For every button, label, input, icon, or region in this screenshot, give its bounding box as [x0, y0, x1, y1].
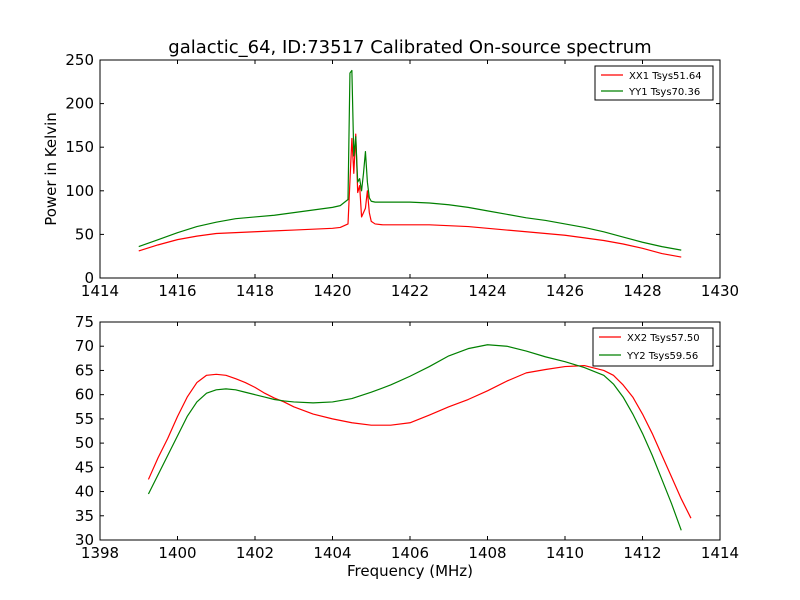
y-tick-label: 65 — [75, 361, 94, 379]
legend-entry: XX2 Tsys57.50 — [627, 333, 700, 344]
legend-box — [592, 327, 714, 367]
series-line-xx — [138, 133, 682, 258]
y-tick-label: 70 — [75, 337, 94, 355]
y-tick-label: 0 — [84, 269, 94, 287]
x-tick-label: 1410 — [546, 544, 584, 562]
y-tick-label: 30 — [75, 531, 94, 549]
legend: XX2 Tsys57.50 YY2 Tsys59.56 — [592, 327, 714, 367]
x-tick-label: 1400 — [158, 544, 196, 562]
y-tick-label: 100 — [65, 182, 94, 200]
y-tick-label: 75 — [75, 313, 94, 331]
legend-entry: XX1 Tsys51.64 — [629, 71, 702, 82]
x-tick-label: 1428 — [623, 282, 661, 300]
series-line-yy — [138, 69, 682, 251]
x-tick-label: 1404 — [313, 544, 351, 562]
x-tick-label: 1422 — [391, 282, 429, 300]
y-axis-label: Power in Kelvin — [42, 112, 60, 226]
x-tick-label: 1420 — [313, 282, 351, 300]
y-tick-label: 50 — [75, 225, 94, 243]
legend-entry: YY1 Tsys70.36 — [628, 87, 700, 98]
series-group — [138, 69, 682, 258]
y-tick-label: 150 — [65, 138, 94, 156]
series-line-xx — [147, 365, 692, 519]
x-tick-label: 1424 — [468, 282, 506, 300]
x-tick-label: 1416 — [158, 282, 196, 300]
series-group — [147, 344, 692, 531]
x-tick-label: 1414 — [701, 544, 739, 562]
y-tick-label: 50 — [75, 434, 94, 452]
y-tick-label: 40 — [75, 483, 94, 501]
y-tick-label: 35 — [75, 507, 94, 525]
x-tick-label: 1412 — [623, 544, 661, 562]
x-axis-label: Frequency (MHz) — [347, 562, 473, 580]
legend-box — [594, 65, 714, 101]
x-tick-label: 1398 — [81, 544, 119, 562]
figure-title: galactic_64, ID:73517 Calibrated On-sour… — [168, 37, 651, 58]
bottom-spectrum-panel: 1398 1400 1402 1404 1406 1408 1410 1412 1414 30 35… — [75, 313, 739, 580]
x-tick-label: 1418 — [236, 282, 274, 300]
x-tick-label: 1414 — [81, 282, 119, 300]
x-tick-label: 1426 — [546, 282, 584, 300]
y-tick-label: 250 — [65, 51, 94, 69]
y-tick-label: 45 — [75, 458, 94, 476]
top-spectrum-panel: 1414 1416 1418 1420 1422 1424 1426 1428 1430 0 50 1… — [42, 51, 739, 300]
x-tick-label: 1408 — [468, 544, 506, 562]
legend-entry: YY2 Tsys59.56 — [626, 351, 698, 362]
series-line-yy — [147, 344, 682, 531]
x-tick-label: 1430 — [701, 282, 739, 300]
y-tick-label: 60 — [75, 386, 94, 404]
legend: XX1 Tsys51.64 YY1 Tsys70.36 — [594, 65, 714, 101]
x-tick-label: 1402 — [236, 544, 274, 562]
y-tick-label: 200 — [65, 95, 94, 113]
y-tick-label: 55 — [75, 410, 94, 428]
x-tick-label: 1406 — [391, 544, 429, 562]
